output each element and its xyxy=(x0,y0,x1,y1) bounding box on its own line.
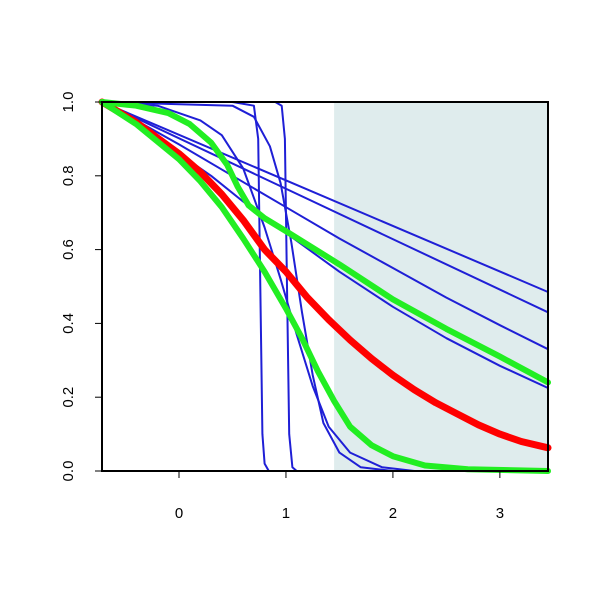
shaded-region-layer xyxy=(334,102,548,471)
y-tick-label: 0.0 xyxy=(60,461,77,482)
x-tick-label: 2 xyxy=(389,505,397,522)
series-line-3 xyxy=(101,101,549,472)
y-tick-label: 0.2 xyxy=(60,387,77,408)
series-line-7 xyxy=(101,101,549,314)
series-line-4 xyxy=(101,101,549,472)
series-line-10 xyxy=(99,99,551,474)
series-line-9 xyxy=(98,98,552,452)
x-tick-label: 3 xyxy=(496,505,504,522)
series-line-11 xyxy=(99,99,551,386)
shaded-region xyxy=(334,102,548,471)
series-layer xyxy=(98,98,552,474)
series-line-8 xyxy=(101,101,549,293)
series-line-2 xyxy=(101,101,549,472)
x-axis: 0 1 2 3 xyxy=(175,471,504,522)
series-line-1 xyxy=(101,101,549,472)
y-tick-label: 0.6 xyxy=(60,239,77,260)
series-line-6 xyxy=(101,101,549,351)
plot-frame xyxy=(101,101,549,472)
x-tick-label: 0 xyxy=(175,505,183,522)
y-axis: 0.0 0.2 0.4 0.6 0.8 1.0 xyxy=(60,92,102,482)
y-tick-label: 0.4 xyxy=(60,313,77,334)
y-tick-label: 1.0 xyxy=(60,92,77,113)
x-tick-label: 1 xyxy=(282,505,290,522)
y-tick-label: 0.8 xyxy=(60,165,77,186)
